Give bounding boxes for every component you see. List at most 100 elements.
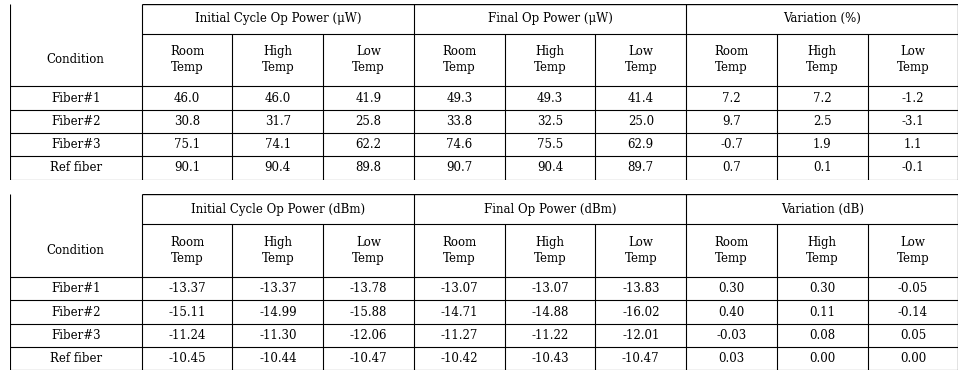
Text: -10.44: -10.44 <box>259 352 296 365</box>
Text: High
Temp: High Temp <box>261 236 294 265</box>
Text: 90.4: 90.4 <box>264 161 291 174</box>
Text: -13.78: -13.78 <box>349 282 387 295</box>
Text: 32.5: 32.5 <box>537 115 563 128</box>
Text: -0.14: -0.14 <box>898 306 928 319</box>
Text: Fiber#2: Fiber#2 <box>51 115 101 128</box>
Text: 49.3: 49.3 <box>537 92 563 104</box>
Text: 1.1: 1.1 <box>904 138 923 151</box>
Text: 0.00: 0.00 <box>900 352 926 365</box>
Text: -13.07: -13.07 <box>440 282 478 295</box>
Text: High
Temp: High Temp <box>533 46 566 74</box>
Text: Low
Temp: Low Temp <box>896 236 929 265</box>
Text: 90.7: 90.7 <box>446 161 472 174</box>
Text: 46.0: 46.0 <box>174 92 200 104</box>
Text: Fiber#1: Fiber#1 <box>51 92 101 104</box>
Text: -11.22: -11.22 <box>531 329 568 342</box>
Text: -12.06: -12.06 <box>349 329 387 342</box>
Text: Room
Temp: Room Temp <box>442 236 476 265</box>
Text: -10.43: -10.43 <box>531 352 569 365</box>
Text: 33.8: 33.8 <box>446 115 472 128</box>
Text: 30.8: 30.8 <box>174 115 200 128</box>
Text: 49.3: 49.3 <box>446 92 472 104</box>
Text: -0.1: -0.1 <box>901 161 924 174</box>
Text: Room
Temp: Room Temp <box>170 46 204 74</box>
Text: -13.83: -13.83 <box>622 282 659 295</box>
Text: Initial Cycle Op Power (dBm): Initial Cycle Op Power (dBm) <box>191 203 365 216</box>
Text: -14.99: -14.99 <box>259 306 296 319</box>
Text: Room
Temp: Room Temp <box>714 236 748 265</box>
Text: 89.7: 89.7 <box>627 161 653 174</box>
Text: -11.24: -11.24 <box>168 329 206 342</box>
Text: 7.2: 7.2 <box>813 92 832 104</box>
Text: 75.1: 75.1 <box>174 138 200 151</box>
Text: 74.1: 74.1 <box>265 138 291 151</box>
Text: 9.7: 9.7 <box>722 115 741 128</box>
Text: Ref fiber: Ref fiber <box>49 352 102 365</box>
Text: 0.03: 0.03 <box>718 352 744 365</box>
Text: -15.88: -15.88 <box>349 306 387 319</box>
Text: 62.2: 62.2 <box>355 138 381 151</box>
Text: 25.8: 25.8 <box>355 115 381 128</box>
Text: Low
Temp: Low Temp <box>896 46 929 74</box>
Text: High
Temp: High Temp <box>261 46 294 74</box>
Text: 0.11: 0.11 <box>809 306 835 319</box>
Text: -0.7: -0.7 <box>720 138 742 151</box>
Text: -0.05: -0.05 <box>898 282 928 295</box>
Text: -14.88: -14.88 <box>531 306 569 319</box>
Text: Room
Temp: Room Temp <box>714 46 748 74</box>
Text: 0.00: 0.00 <box>809 352 835 365</box>
Text: Fiber#3: Fiber#3 <box>51 329 101 342</box>
Text: 89.8: 89.8 <box>355 161 381 174</box>
Text: -1.2: -1.2 <box>902 92 924 104</box>
Text: 75.5: 75.5 <box>537 138 563 151</box>
Text: Room
Temp: Room Temp <box>442 46 476 74</box>
Text: Low
Temp: Low Temp <box>352 236 385 265</box>
Text: Ref fiber: Ref fiber <box>49 161 102 174</box>
Text: 31.7: 31.7 <box>265 115 291 128</box>
Text: Final Op Power (dBm): Final Op Power (dBm) <box>484 203 617 216</box>
Text: 1.9: 1.9 <box>813 138 832 151</box>
Text: 25.0: 25.0 <box>627 115 653 128</box>
Text: 41.4: 41.4 <box>627 92 653 104</box>
Text: 46.0: 46.0 <box>264 92 291 104</box>
Text: Condition: Condition <box>46 53 105 67</box>
Text: Variation (dB): Variation (dB) <box>781 203 863 216</box>
Text: Low
Temp: Low Temp <box>352 46 385 74</box>
Text: Final Op Power (μW): Final Op Power (μW) <box>488 12 613 25</box>
Text: Low
Temp: Low Temp <box>624 236 657 265</box>
Text: 0.30: 0.30 <box>718 282 744 295</box>
Text: Fiber#2: Fiber#2 <box>51 306 101 319</box>
Text: High
Temp: High Temp <box>805 46 838 74</box>
Text: 0.30: 0.30 <box>809 282 835 295</box>
Text: High
Temp: High Temp <box>533 236 566 265</box>
Text: Initial Cycle Op Power (μW): Initial Cycle Op Power (μW) <box>195 12 361 25</box>
Text: 0.08: 0.08 <box>809 329 835 342</box>
Text: High
Temp: High Temp <box>805 236 838 265</box>
Text: -13.07: -13.07 <box>531 282 569 295</box>
Text: 2.5: 2.5 <box>813 115 832 128</box>
Text: -11.27: -11.27 <box>440 329 478 342</box>
Text: -10.42: -10.42 <box>440 352 478 365</box>
Text: 0.1: 0.1 <box>813 161 832 174</box>
Text: 0.05: 0.05 <box>900 329 926 342</box>
Text: -16.02: -16.02 <box>622 306 659 319</box>
Text: -11.30: -11.30 <box>259 329 296 342</box>
Text: 90.4: 90.4 <box>537 161 563 174</box>
Text: Fiber#3: Fiber#3 <box>51 138 101 151</box>
Text: Fiber#1: Fiber#1 <box>51 282 101 295</box>
Text: Low
Temp: Low Temp <box>624 46 657 74</box>
Text: -3.1: -3.1 <box>901 115 924 128</box>
Text: 90.1: 90.1 <box>174 161 200 174</box>
Text: Condition: Condition <box>46 244 105 257</box>
Text: -0.03: -0.03 <box>716 329 746 342</box>
Text: 74.6: 74.6 <box>446 138 472 151</box>
Text: -15.11: -15.11 <box>168 306 206 319</box>
Text: 62.9: 62.9 <box>627 138 653 151</box>
Text: Room
Temp: Room Temp <box>170 236 204 265</box>
Text: 0.40: 0.40 <box>718 306 744 319</box>
Text: Variation (%): Variation (%) <box>783 12 862 25</box>
Text: -10.47: -10.47 <box>349 352 387 365</box>
Text: -14.71: -14.71 <box>440 306 478 319</box>
Text: 0.7: 0.7 <box>722 161 741 174</box>
Text: -13.37: -13.37 <box>259 282 296 295</box>
